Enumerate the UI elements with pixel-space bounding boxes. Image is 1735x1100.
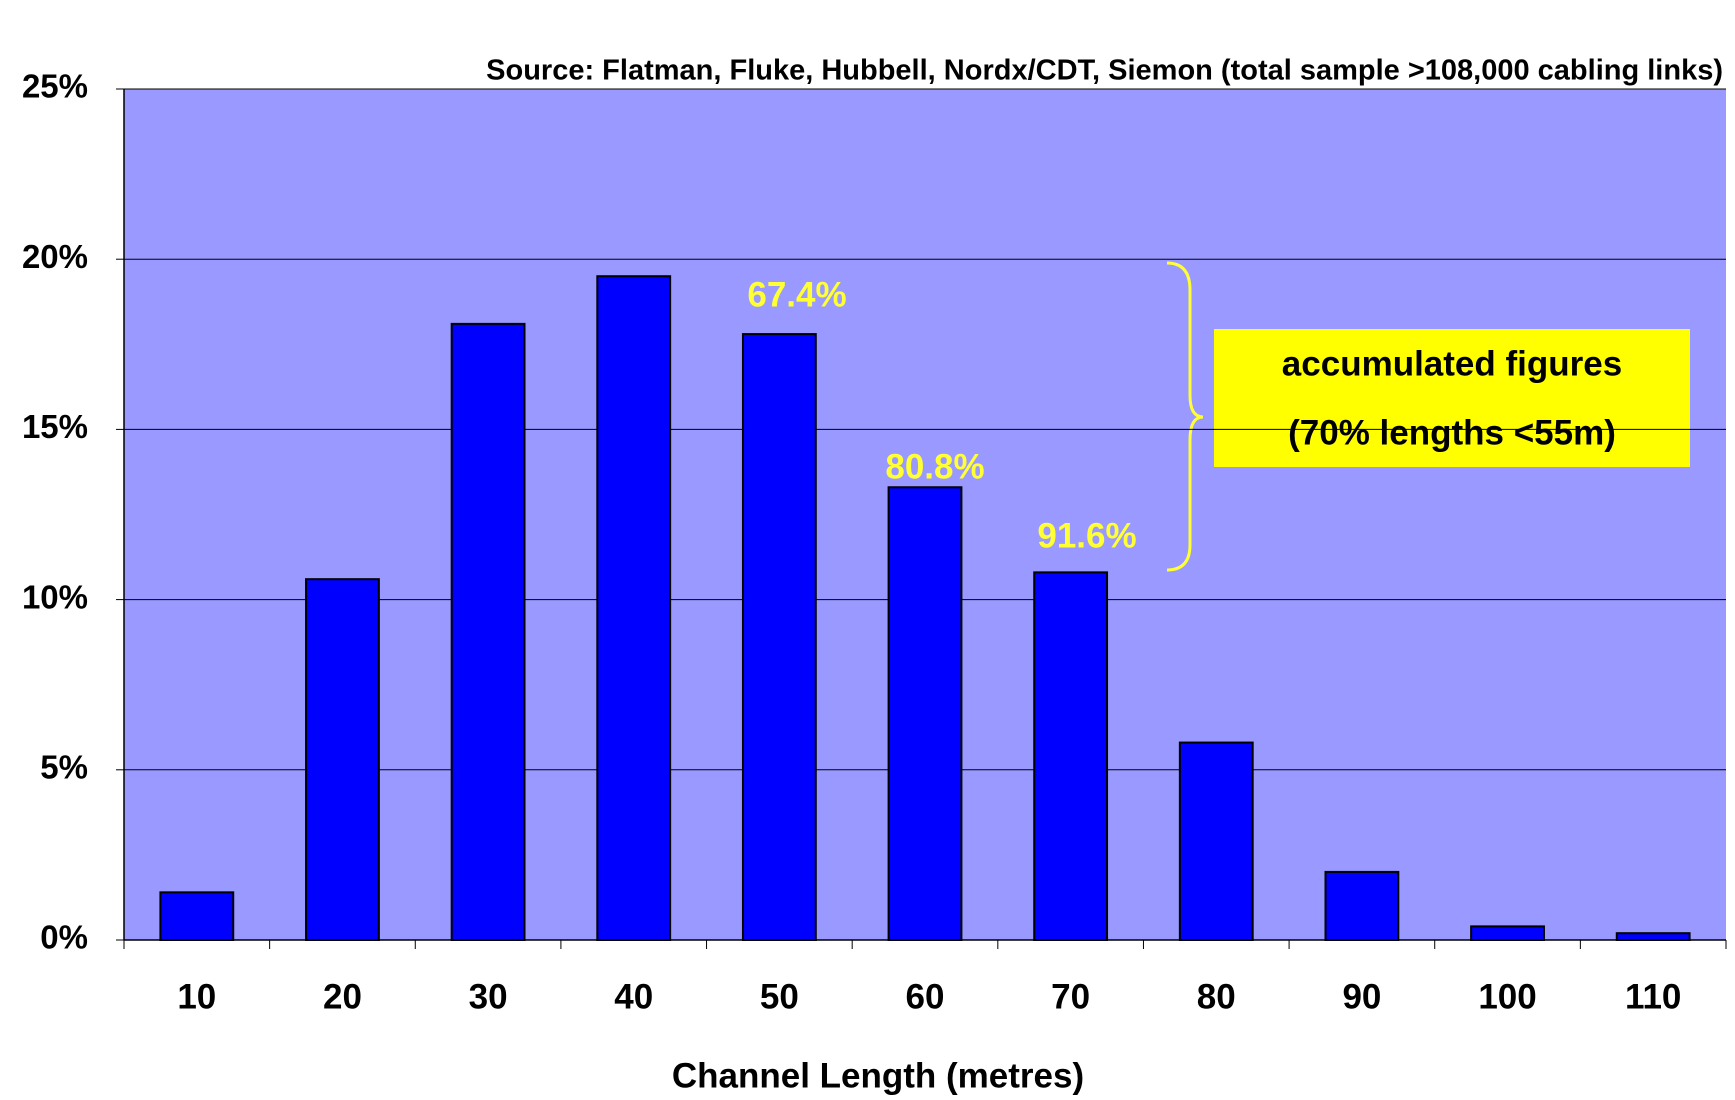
note-text: (70% lengths <55m) xyxy=(1288,413,1616,452)
note-text: accumulated figures xyxy=(1282,344,1622,383)
y-tick-label: 10% xyxy=(22,578,88,615)
bar xyxy=(160,892,233,940)
bar xyxy=(743,334,816,940)
bar xyxy=(452,324,525,940)
bar xyxy=(1034,572,1107,940)
bar xyxy=(1326,872,1399,940)
x-tick-label: 110 xyxy=(1625,977,1681,1016)
y-tick-label: 5% xyxy=(40,749,88,786)
x-tick-label: 80 xyxy=(1197,977,1236,1016)
y-tick-label: 25% xyxy=(22,68,88,105)
annotation: 67.4% xyxy=(747,275,846,314)
x-tick-label: 50 xyxy=(760,977,799,1016)
x-tick-label: 10 xyxy=(177,977,216,1016)
x-tick-label: 60 xyxy=(906,977,945,1016)
x-axis-label: Channel Length (metres) xyxy=(672,1056,1084,1095)
annotation: 91.6% xyxy=(1037,516,1136,555)
x-tick-label: 30 xyxy=(469,977,508,1016)
bar xyxy=(597,276,670,940)
x-tick-label: 20 xyxy=(323,977,362,1016)
y-tick-label: 15% xyxy=(22,408,88,445)
bar xyxy=(306,579,379,940)
bar xyxy=(1180,743,1253,940)
x-tick-label: 70 xyxy=(1051,977,1090,1016)
chart-subtitle: Source: Flatman, Fluke, Hubbell, Nordx/C… xyxy=(486,55,1723,87)
bar xyxy=(1617,933,1690,940)
y-tick-label: 0% xyxy=(40,919,88,956)
x-tick-label: 40 xyxy=(614,977,653,1016)
x-tick-label: 90 xyxy=(1342,977,1381,1016)
chart: Source: Flatman, Fluke, Hubbell, Nordx/C… xyxy=(0,0,1735,1100)
bar xyxy=(1471,926,1544,940)
x-tick-label: 100 xyxy=(1478,977,1536,1016)
bar xyxy=(889,487,962,940)
y-tick-label: 20% xyxy=(22,238,88,275)
annotation: 80.8% xyxy=(885,447,984,486)
